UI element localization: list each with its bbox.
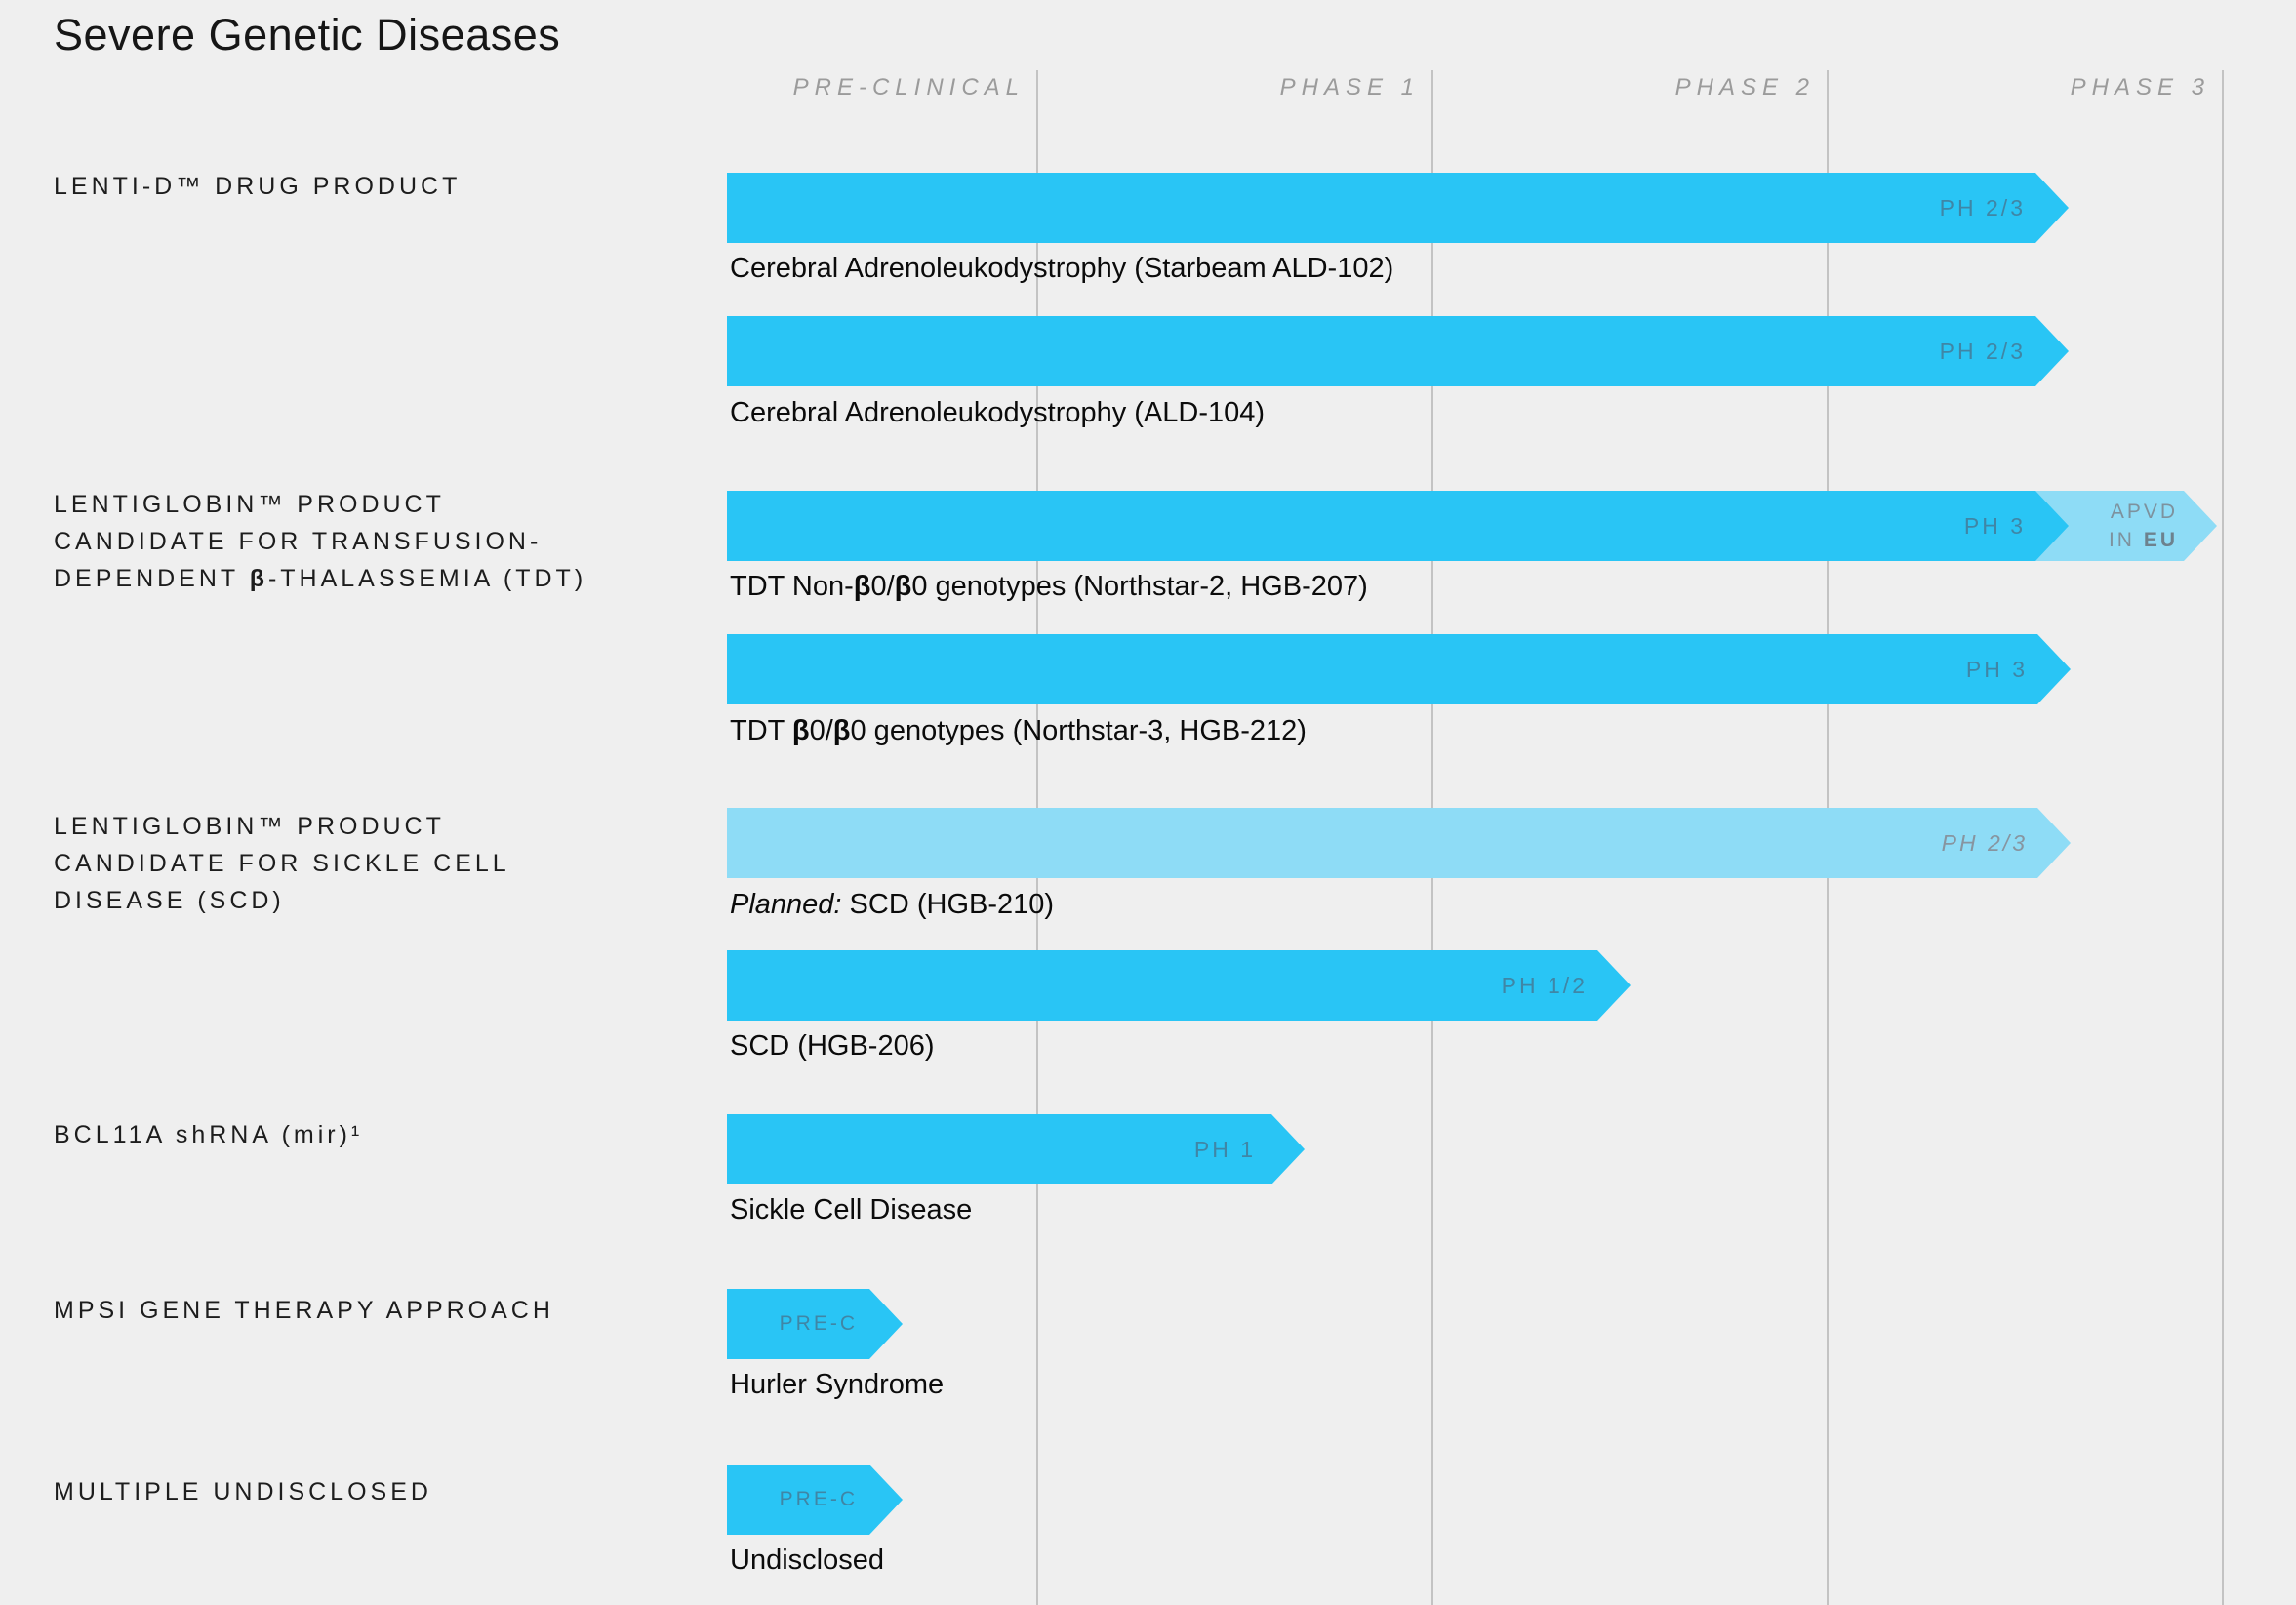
- pipeline-bar-hgb-206: PH 1/2: [727, 950, 1631, 1021]
- pipeline-bar-hurler: PRE-C: [727, 1289, 903, 1359]
- pipeline-bar-bcl11a-scd: PH 1: [727, 1114, 1305, 1184]
- program-label-multiple-undisclosed: MULTIPLE UNDISCLOSED: [54, 1478, 432, 1505]
- page-title: Severe Genetic Diseases: [54, 10, 561, 60]
- bar-sublabel: Cerebral Adrenoleukodystrophy (ALD-104): [730, 397, 1266, 428]
- pipeline-bar-starbeam-ald-102: PH 2/3: [727, 173, 2069, 243]
- bar-sublabel: TDT Non-β0/β0 genotypes (Northstar-2, HG…: [730, 571, 1368, 602]
- bar-sublabel: Planned: SCD (HGB-210): [730, 889, 1055, 920]
- approval-label: APVD IN EU: [2108, 501, 2178, 551]
- pipeline-bar-hgb-212: PH 3: [727, 634, 2071, 704]
- program-label-mpsi: MPSI GENE THERAPY APPROACH: [54, 1297, 554, 1324]
- column-header-pre-clinical: PRE-CLINICAL: [792, 74, 1025, 100]
- bar-sublabel: Hurler Syndrome: [730, 1369, 945, 1400]
- program-label-lentiglobin-tdt: LENTIGLOBIN™ PRODUCT CANDIDATE FOR TRANS…: [54, 491, 587, 592]
- program-label-lenti-d: LENTI-D™ DRUG PRODUCT: [54, 173, 462, 200]
- program-label-lentiglobin-scd: LENTIGLOBIN™ PRODUCT CANDIDATE FOR SICKL…: [54, 813, 510, 914]
- pipeline-bar-hgb-210-planned: PH 2/3: [727, 808, 2071, 878]
- phase-badge: PH 3: [1963, 512, 2026, 539]
- phase-badge: PH 2/3: [1939, 338, 2026, 364]
- phase-badge: PH 1/2: [1501, 972, 1588, 998]
- program-label-bcl11a: BCL11A shRNA (mir)¹: [54, 1121, 364, 1148]
- phase-badge: PH 2/3: [1941, 829, 2028, 856]
- bar-sublabel: Undisclosed: [730, 1545, 884, 1576]
- phase-badge: PH 2/3: [1939, 194, 2026, 221]
- column-header-phase-1: PHASE 1: [1279, 74, 1420, 100]
- pipeline-bar-undisclosed: PRE-C: [727, 1465, 903, 1535]
- column-header-phase-2: PHASE 2: [1674, 74, 1815, 100]
- pipeline-bar-ald-104: PH 2/3: [727, 316, 2069, 386]
- bar-sublabel: Cerebral Adrenoleukodystrophy (Starbeam …: [730, 253, 1394, 284]
- bar-sublabel: TDT β0/β0 genotypes (Northstar-3, HGB-21…: [730, 715, 1307, 746]
- phase-badge: PRE-C: [779, 1488, 858, 1510]
- pipeline-bar-hgb-207: PH 3: [727, 491, 2069, 561]
- phase-badge: PH 3: [1965, 656, 2028, 682]
- bar-sublabel: SCD (HGB-206): [730, 1030, 935, 1062]
- bar-sublabel: Sickle Cell Disease: [730, 1194, 973, 1225]
- phase-badge: PRE-C: [779, 1312, 858, 1335]
- column-header-phase-3: PHASE 3: [2070, 74, 2210, 100]
- approval-segment-apvd-in-eu: APVD IN EU: [2034, 491, 2217, 561]
- phase-badge: PH 1: [1193, 1136, 1256, 1162]
- phase-gridline: [2222, 70, 2224, 1605]
